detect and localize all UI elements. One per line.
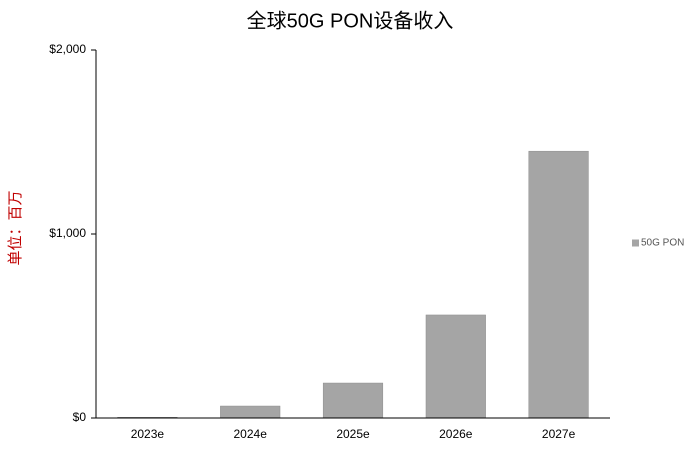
chart-title: 全球50G PON设备收入 xyxy=(247,9,454,32)
legend-swatch xyxy=(632,239,639,247)
y-axis-label: 单位：百万 xyxy=(7,190,24,265)
x-tick-label: 2025e xyxy=(336,427,370,441)
bar xyxy=(528,150,589,419)
bar xyxy=(425,314,486,419)
bar xyxy=(220,405,281,419)
legend-label: 50G PON xyxy=(641,238,684,249)
x-tick-label: 2024e xyxy=(234,427,268,441)
bar xyxy=(322,382,384,419)
y-tick-label: $1,000 xyxy=(49,226,86,240)
x-tick-label: 2027e xyxy=(542,427,576,441)
x-tick-label: 2023e xyxy=(131,427,165,441)
x-tick-label: 2026e xyxy=(439,427,473,441)
y-tick-label: $2,000 xyxy=(49,42,86,56)
y-tick-label: $0 xyxy=(73,410,87,424)
